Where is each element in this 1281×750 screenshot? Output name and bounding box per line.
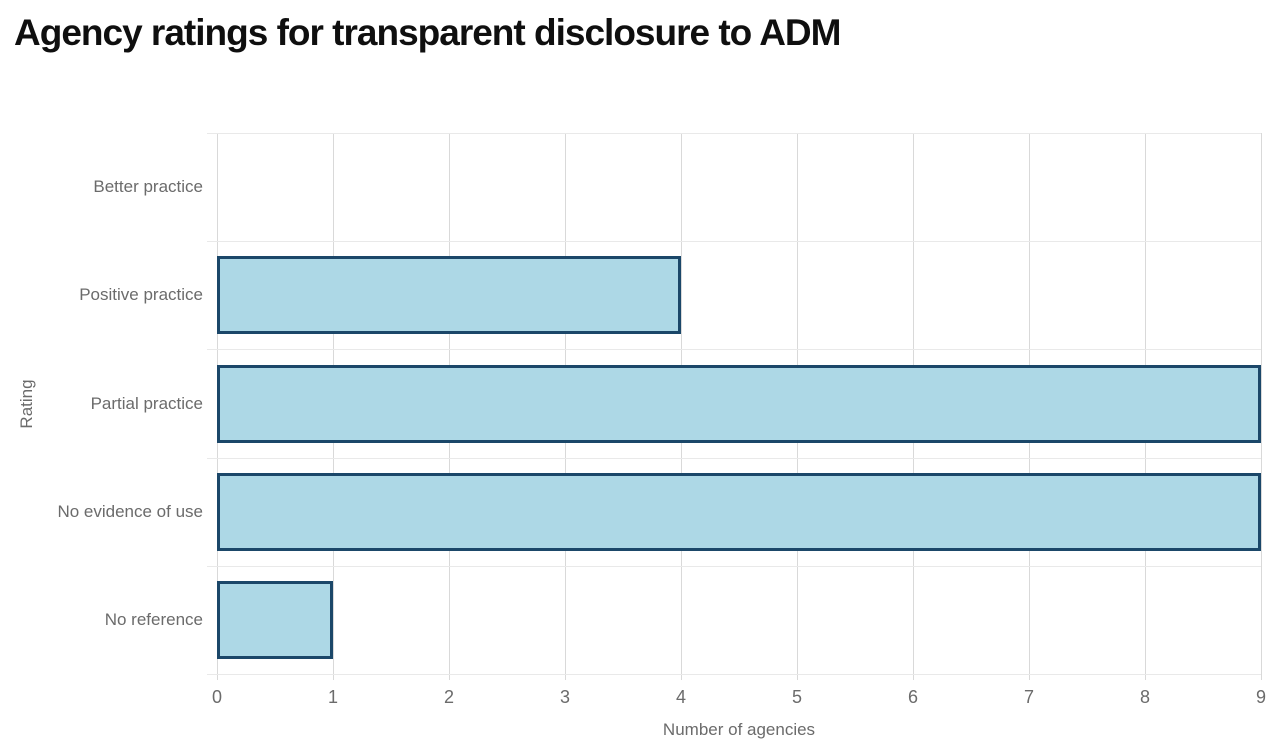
y-tick-label-no-evidence-of-use: No evidence of use — [57, 501, 203, 521]
bar-positive-practice — [217, 256, 681, 335]
x-tick-label-2: 2 — [443, 687, 454, 707]
y-tick-label-no-reference: No reference — [104, 609, 203, 629]
gridline-y-1 — [207, 241, 1261, 243]
gridline-y-3 — [207, 457, 1261, 459]
gridline-y-0 — [207, 133, 1261, 134]
y-tick-label-partial-practice: Partial practice — [90, 393, 203, 413]
y-tick-label-positive-practice: Positive practice — [79, 285, 203, 305]
bar-no-reference — [217, 580, 333, 659]
x-tick-label-6: 6 — [907, 687, 918, 707]
gridline-y-4 — [207, 565, 1261, 567]
gridline-x-9 — [1261, 133, 1262, 680]
x-tick-label-5: 5 — [791, 687, 802, 707]
x-tick-label-8: 8 — [1139, 687, 1150, 707]
x-axis-title: Number of agencies — [662, 720, 816, 739]
x-tick-label-0: 0 — [211, 687, 222, 707]
chart-title: Agency ratings for transparent disclosur… — [14, 12, 841, 53]
y-tick-label-better-practice: Better practice — [93, 177, 203, 197]
gridline-y-2 — [207, 349, 1261, 351]
gridline-y-5 — [207, 674, 1261, 675]
x-tick-label-1: 1 — [327, 687, 338, 707]
x-tick-label-9: 9 — [1255, 687, 1266, 707]
x-tick-label-3: 3 — [559, 687, 570, 707]
bar-no-evidence-of-use — [217, 472, 1261, 551]
x-tick-label-7: 7 — [1023, 687, 1034, 707]
bar-partial-practice — [217, 364, 1261, 443]
x-tick-label-4: 4 — [675, 687, 686, 707]
